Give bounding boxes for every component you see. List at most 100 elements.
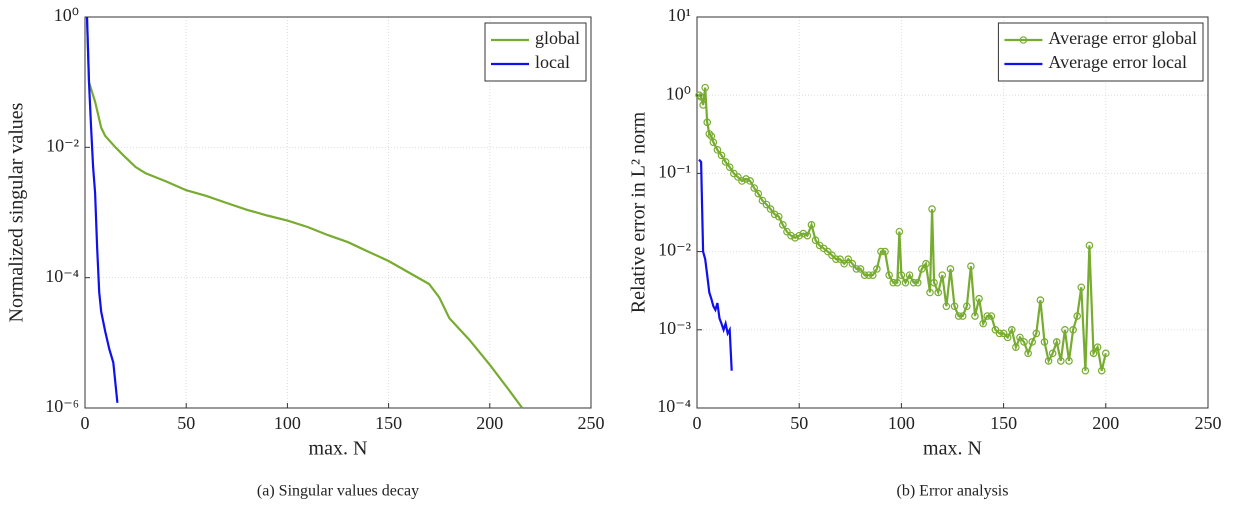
marker [1081,366,1090,375]
x-tick-label: 250 [1195,413,1222,433]
marker [701,83,709,92]
legend-label: Average error global [1048,28,1197,48]
marker [699,101,707,109]
marker [897,271,906,279]
marker [856,265,865,273]
legend-label: global [535,28,580,48]
marker [803,231,812,240]
marker [709,138,718,147]
x-tick-label: 100 [274,413,301,433]
marker [1016,333,1024,342]
y-tick-label: 10⁻¹ [658,162,691,182]
marker [1102,349,1110,358]
marker [885,271,893,279]
marker [1012,343,1020,351]
marker [1089,349,1098,358]
y-tick-label: 10⁻² [658,240,691,260]
marker [799,229,808,238]
marker [1020,338,1028,346]
legend-label: local [535,52,570,72]
marker [783,227,791,236]
legend-box [484,22,587,82]
legend-marker [1019,36,1028,44]
y-tick-label: 10⁻⁴ [657,396,691,416]
marker [860,271,869,279]
marker [795,231,804,240]
y-tick-label: 10¹ [668,5,691,25]
marker [901,278,910,287]
marker [840,259,848,268]
marker [1085,241,1094,250]
marker [889,278,898,287]
marker [1024,349,1032,358]
marker [1028,338,1037,346]
marker [1003,333,1012,342]
caption: (a) Singular values decay [257,483,419,500]
marker [1077,283,1086,292]
marker [703,118,712,127]
series-line [698,158,733,371]
legend: global local [484,22,587,82]
marker [746,177,754,185]
marker [836,255,844,263]
marker [832,255,840,263]
marker [721,158,730,166]
axes-box [84,16,592,409]
x-tick-label: 100 [888,413,915,433]
marker [983,312,992,320]
marker [1093,343,1102,351]
plot-area [697,17,1208,408]
marker [918,265,926,273]
x-tick-label: 200 [476,413,503,433]
marker [963,302,971,311]
y-axis-label: Relative error in L² norm [628,111,650,313]
marker [1007,325,1016,334]
marker [905,271,914,279]
marker [717,151,726,160]
x-tick-label: 50 [177,413,195,433]
marker [893,278,902,287]
marker [926,288,934,297]
marker [791,234,799,242]
marker [695,91,703,100]
y-tick-label: 10⁻² [46,135,79,155]
marker [779,221,787,229]
marker [807,221,816,229]
marker [750,184,759,192]
marker [928,205,936,213]
y-tick-label: 10⁻³ [658,318,692,338]
x-tick-label: 200 [1092,413,1119,433]
axes-box [696,16,1209,409]
marker [848,259,857,268]
marker [868,271,877,279]
marker [742,175,750,183]
y-tick-label: 10⁻⁴ [45,266,79,286]
marker [934,288,942,297]
y-axis-label: Normalized singular values [6,102,28,322]
series-line [85,16,119,403]
y-tick-label: 10⁰ [666,83,691,103]
marker [754,189,763,198]
legend: Average error global Average error local [997,22,1204,82]
marker [762,200,771,209]
marker [766,205,775,213]
marker [881,247,889,256]
legend-label: Average error local [1048,52,1187,72]
marker [1097,366,1106,375]
marker [1057,357,1065,365]
marker [725,163,734,172]
marker [1061,325,1069,334]
x-tick-label: 150 [990,413,1017,433]
marker [922,259,930,268]
marker [774,212,783,221]
marker [913,278,922,287]
marker [1052,338,1061,346]
marker [987,312,996,320]
x-tick-label: 50 [790,413,808,433]
x-axis-label: max. N [309,438,368,460]
marker [946,265,955,273]
legend-box [997,22,1204,82]
series-line [85,16,524,409]
marker [895,227,904,236]
marker [1032,329,1041,338]
